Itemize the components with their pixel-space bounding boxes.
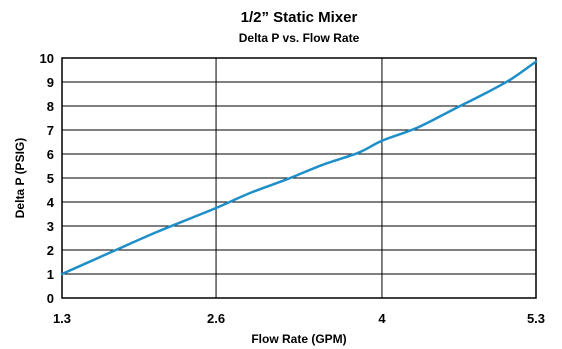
series-line [60,60,538,276]
chart-subtitle: Delta P vs. Flow Rate [239,31,360,45]
grid [61,57,537,299]
y-tick-label: 10 [40,51,54,66]
x-tick-label: 4 [378,311,386,326]
y-tick-label: 8 [47,99,54,114]
x-tick-label: 2.6 [207,311,225,326]
y-tick-label: 0 [47,291,54,306]
chart-title: 1/2” Static Mixer [241,9,358,26]
y-tick-label: 6 [47,147,54,162]
plot-area [61,57,537,299]
x-tick-label: 5.3 [527,311,545,326]
y-tick-label: 1 [47,267,54,282]
y-tick-label: 3 [47,219,54,234]
x-axis-label: Flow Rate (GPM) [251,332,346,346]
series-group [60,60,538,276]
y-tick-label: 4 [47,195,55,210]
x-tick-label: 1.3 [53,311,71,326]
y-tick-labels: 0 1 2 3 4 5 6 7 8 9 10 [40,51,55,306]
y-tick-label: 7 [47,123,54,138]
y-tick-label: 5 [47,171,54,186]
y-tick-label: 2 [47,243,54,258]
y-axis-label: Delta P (PSIG) [13,138,27,218]
x-tick-labels: 1.3 2.6 4 5.3 [53,311,545,326]
y-tick-label: 9 [47,75,54,90]
